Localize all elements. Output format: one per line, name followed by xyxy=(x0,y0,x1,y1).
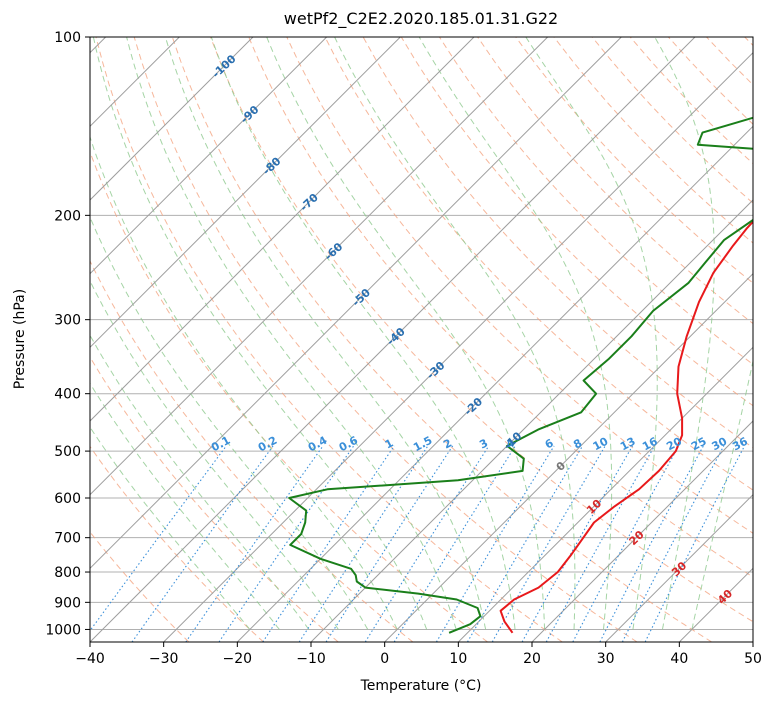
y-tick-label: 800 xyxy=(54,565,81,581)
x-tick-label: −10 xyxy=(296,651,326,667)
x-tick-label: 0 xyxy=(380,651,389,667)
isotherm-line xyxy=(0,37,32,642)
dry-adiabat xyxy=(0,37,264,642)
mixing-ratio-line xyxy=(263,446,395,642)
y-tick-label: 1000 xyxy=(45,622,81,638)
y-tick-label: 100 xyxy=(54,30,81,46)
isotherm-line xyxy=(753,37,775,642)
x-tick-label: −20 xyxy=(223,651,253,667)
isotherm-line xyxy=(0,37,327,642)
dry-adiabat xyxy=(516,37,775,642)
dry-adiabat xyxy=(745,37,775,642)
mixing-ratio-label: 25 xyxy=(689,435,709,454)
y-tick-label: 400 xyxy=(54,387,81,403)
x-tick-label: 50 xyxy=(744,651,762,667)
dry-adiabat xyxy=(0,37,189,642)
isotherm-line xyxy=(311,37,775,642)
isotherm-line xyxy=(0,37,474,642)
dry-adiabat xyxy=(592,37,775,642)
dry-adiabat xyxy=(554,37,775,642)
isotherm-line xyxy=(237,37,775,642)
isotherm-line xyxy=(16,37,621,642)
dry-adiabat xyxy=(20,37,413,642)
mixing-ratio-line xyxy=(326,446,453,642)
y-tick-label: 900 xyxy=(54,595,81,611)
moist-adiabat xyxy=(127,37,457,629)
isotherm-label: -100 xyxy=(210,52,239,81)
mixing-ratio-line xyxy=(82,446,227,642)
y-tick-label: 600 xyxy=(54,491,81,507)
isotherm-line xyxy=(0,37,400,642)
mixing-ratio-label: 16 xyxy=(640,435,660,454)
moist-adiabat xyxy=(692,37,775,629)
moist-adiabat xyxy=(39,37,368,629)
moist-adiabat xyxy=(419,37,612,629)
mixing-ratio-label: 30 xyxy=(710,435,730,454)
x-tick-label: 10 xyxy=(449,651,467,667)
mixing-ratio-line xyxy=(573,446,679,642)
y-tick-label: 700 xyxy=(54,531,81,547)
isotherm-line xyxy=(458,37,775,642)
y-tick-label: 300 xyxy=(54,313,81,329)
isotherm-line xyxy=(532,37,775,642)
moist-adiabat xyxy=(0,37,250,629)
plot-frame xyxy=(90,37,753,642)
moist-adiabat xyxy=(655,37,715,629)
mixing-ratio-label: 2 xyxy=(441,436,454,451)
dry-adiabat xyxy=(0,37,338,642)
isotherm-line xyxy=(679,37,775,642)
mixing-ratio-line xyxy=(219,446,354,642)
mixing-ratio-line xyxy=(468,446,583,642)
dry-adiabat xyxy=(96,37,562,642)
mixing-ratio-label: 10 xyxy=(591,434,611,453)
x-tick-label: 20 xyxy=(523,651,541,667)
mixing-ratio-label: 6 xyxy=(543,436,556,451)
mixing-ratio-line xyxy=(645,446,744,642)
moist-adiabat xyxy=(335,37,575,629)
mixing-ratio-line xyxy=(522,446,632,642)
x-tick-label: 40 xyxy=(670,651,688,667)
y-tick-label: 500 xyxy=(54,444,81,460)
mixing-ratio-line xyxy=(600,446,704,642)
mixing-ratio-label: 3 xyxy=(477,436,490,451)
moist-adiabat xyxy=(93,37,426,629)
dry-adiabat xyxy=(478,37,775,642)
moist-adiabat xyxy=(64,37,397,629)
isotherm-line xyxy=(164,37,769,642)
x-tick-label: 30 xyxy=(597,651,615,667)
y-tick-label: 200 xyxy=(54,208,81,224)
x-tick-label: −40 xyxy=(75,651,105,667)
x-tick-label: −30 xyxy=(149,651,179,667)
mixing-ratio-label: 13 xyxy=(618,435,638,454)
